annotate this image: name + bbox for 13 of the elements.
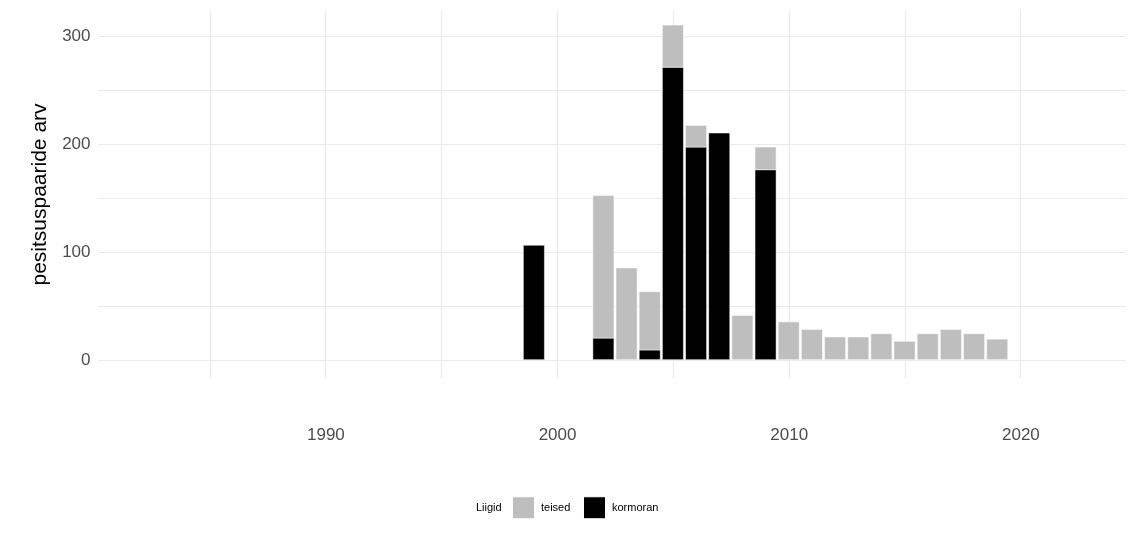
y-tick-label: 100: [62, 242, 91, 262]
legend-title: Liigid: [476, 501, 502, 513]
y-tick-label: 200: [62, 134, 91, 154]
bar: [523, 245, 545, 360]
x-tick-label: 2000: [538, 424, 577, 444]
y-axis-title: pesitsuspaaride arv: [27, 102, 51, 286]
x-tick-label: 2010: [770, 424, 809, 444]
x-tick-label: 2020: [1001, 424, 1040, 444]
y-tick-label: 0: [81, 350, 91, 370]
y-tick-label: 300: [62, 26, 91, 46]
legend-label: teised: [541, 500, 571, 513]
legend-label: kormoran: [612, 500, 659, 513]
x-tick-label: 1990: [306, 424, 345, 444]
